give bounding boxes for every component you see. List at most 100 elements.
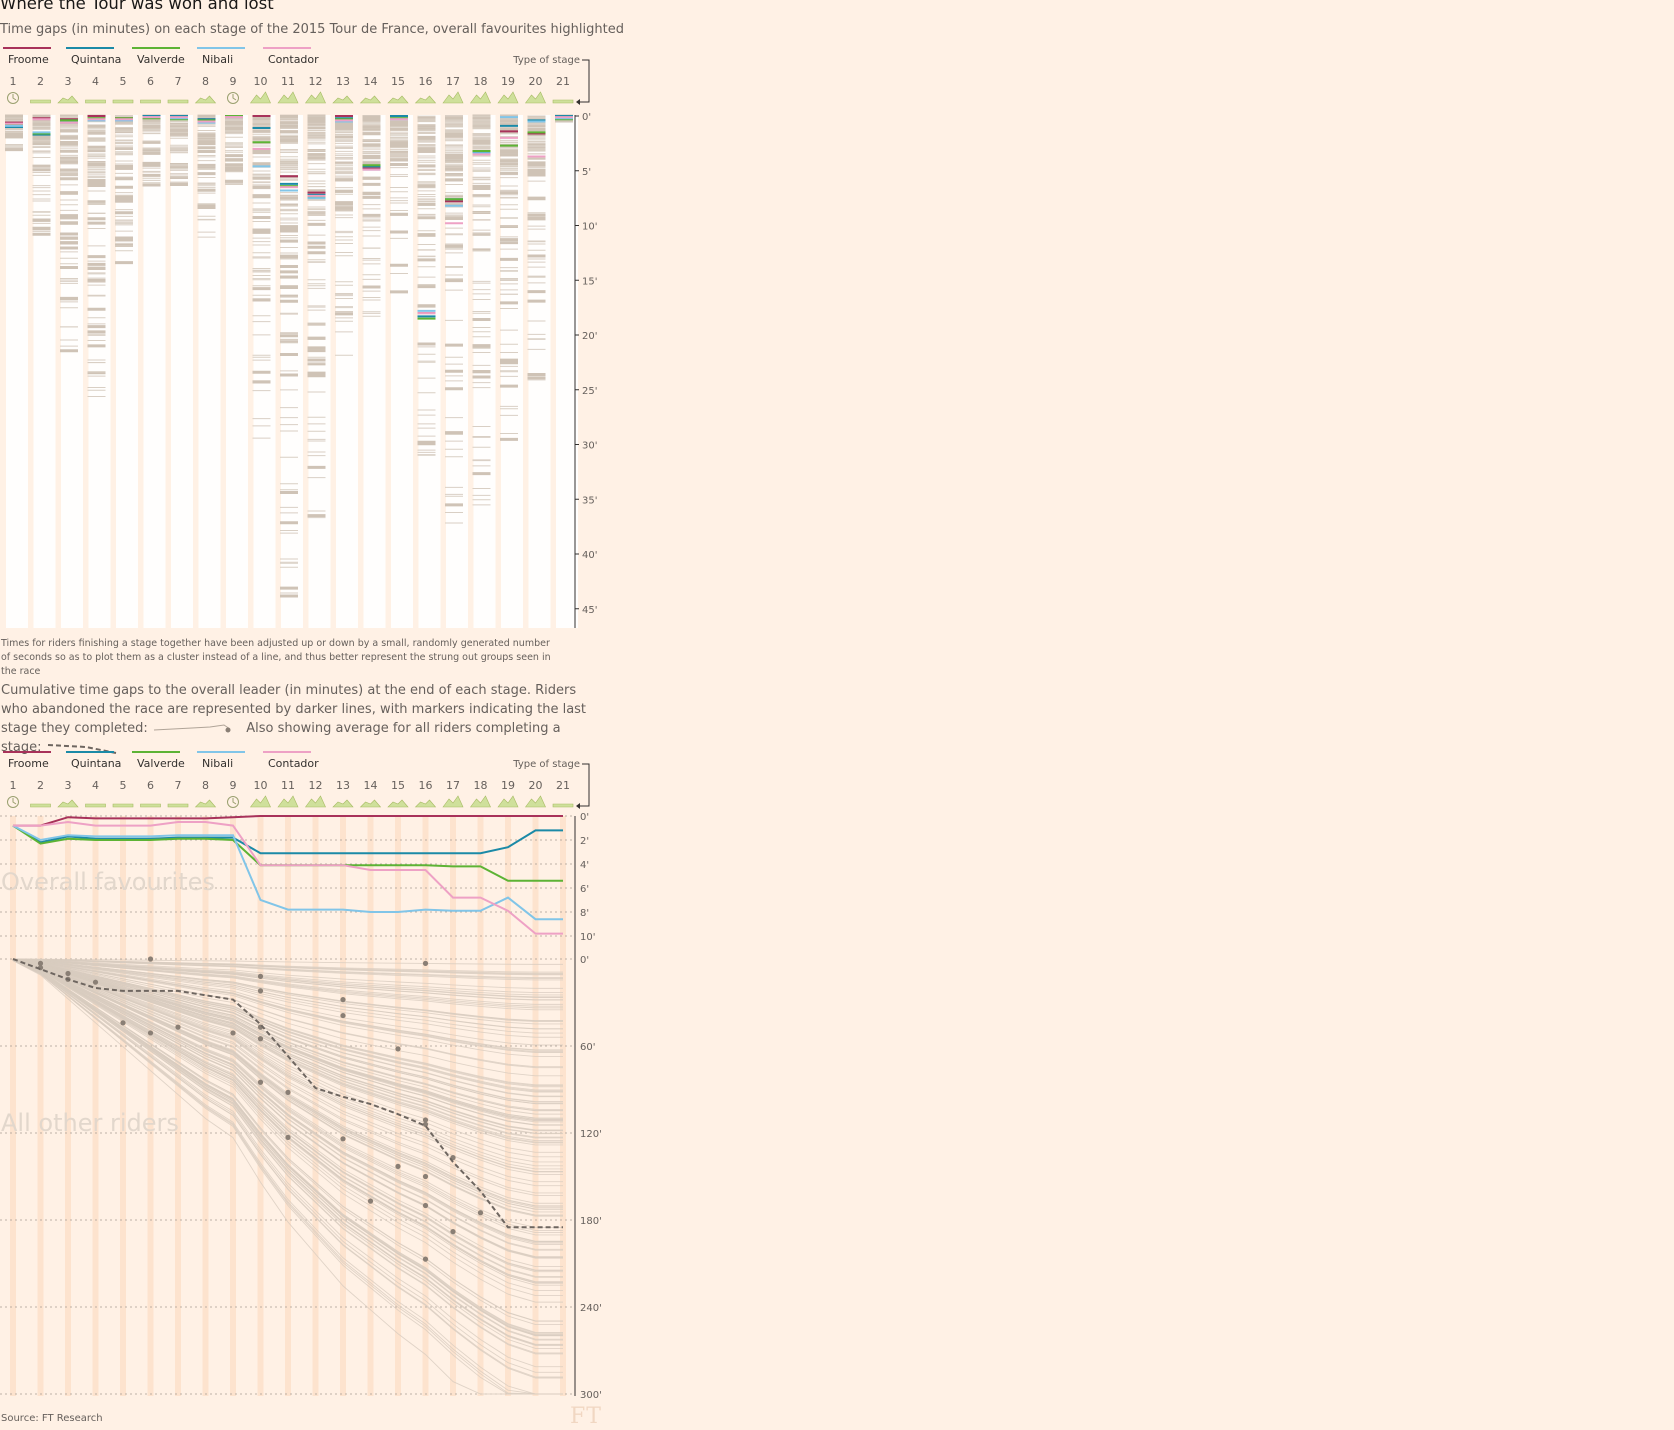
- rider-line: [12, 959, 563, 1146]
- rider-line: [12, 959, 563, 1126]
- abandon-marker: [340, 997, 346, 1003]
- abandon-marker: [395, 1163, 401, 1169]
- rider-line: [12, 959, 563, 1228]
- y-tick-label: 25': [582, 386, 597, 397]
- rider-line: [12, 958, 563, 1038]
- stage-number: 9: [230, 75, 237, 88]
- y-tick-label: 4': [580, 860, 589, 871]
- mountain-stage-icon: [524, 91, 546, 104]
- abandon-marker: [450, 1229, 456, 1235]
- mountain-stage-icon: [277, 795, 299, 808]
- rider-line: [12, 959, 563, 1272]
- mountain-stage-icon: [469, 91, 491, 104]
- stage-number: 11: [281, 779, 295, 792]
- abandon-marker: [257, 1079, 264, 1085]
- abandoned-rider-swatch: [153, 723, 231, 732]
- abandon-marker: [257, 1036, 264, 1042]
- average-line: [12, 958, 563, 1229]
- hilly-stage-icon: [359, 799, 382, 808]
- stopwatch-icon: [227, 92, 239, 104]
- stage-column: [120, 816, 126, 1396]
- abandon-marker: [230, 1030, 236, 1036]
- rider-line: [12, 959, 563, 1292]
- abandon-marker: [422, 1202, 429, 1209]
- rider-line: [12, 959, 563, 1183]
- stopwatch-icon: [7, 92, 19, 104]
- abandon-marker: [65, 970, 71, 977]
- stopwatch-icon: [7, 796, 19, 808]
- y-tick-label: 30': [582, 441, 597, 452]
- rider-line: [12, 959, 563, 1336]
- rider-line: [12, 959, 563, 1354]
- legend-label-nibali: Nibali: [202, 757, 233, 770]
- abandon-marker: [422, 1121, 429, 1127]
- stage-number: 15: [391, 779, 405, 792]
- rider-line: [12, 958, 563, 1025]
- rider-line: [12, 960, 563, 1395]
- stopwatch-hand-icon: [12, 798, 17, 805]
- rider-line: [12, 959, 563, 1097]
- line-contador: [13, 820, 563, 935]
- rider-line: [12, 958, 563, 1046]
- line-nibali: [12, 824, 563, 921]
- flat-stage-icon: [85, 99, 106, 104]
- rider-line: [12, 958, 563, 979]
- rider-line: [12, 960, 563, 1395]
- y-tick-label: 5': [582, 167, 591, 178]
- y-tick-label: 45': [582, 605, 597, 616]
- stage-number: 3: [65, 75, 72, 88]
- rider-line: [12, 959, 563, 1259]
- abandon-marker: [422, 1173, 429, 1180]
- stage-column: [391, 115, 413, 628]
- flat-stage-icon: [30, 99, 51, 104]
- y-tick-label: 10': [580, 932, 595, 943]
- abandon-marker: [285, 1089, 291, 1095]
- mountain-stage-icon: [304, 795, 326, 808]
- stage-column: [198, 115, 221, 628]
- y-tick-label: 120': [580, 1129, 602, 1140]
- y-tick-label: 8': [580, 908, 589, 919]
- rider-line: [12, 959, 563, 1196]
- legend-label-froome: Froome: [8, 757, 49, 770]
- hilly-stage-icon: [194, 95, 217, 104]
- abandon-marker: [340, 1136, 346, 1142]
- stage-column: [33, 115, 56, 628]
- mountain-stage-icon: [249, 91, 271, 104]
- abandon-marker: [257, 973, 264, 979]
- rider-line: [12, 959, 563, 1103]
- stage-number: 4: [92, 779, 99, 792]
- hilly-stage-icon: [387, 95, 409, 104]
- y-tick-label: 0': [580, 955, 589, 966]
- stage-number: 17: [446, 779, 460, 792]
- rider-line: [12, 959, 563, 1378]
- abandon-marker: [477, 1210, 484, 1216]
- y-tick-label: 40': [582, 550, 597, 561]
- abandon-marker: [422, 960, 429, 966]
- stage-number: 18: [474, 779, 488, 792]
- stage-number: 14: [364, 75, 378, 88]
- stage-number: 5: [120, 779, 127, 792]
- mountain-stage-icon: [442, 91, 464, 104]
- stage-type-bracket: [580, 59, 590, 103]
- mountain-stage-icon: [442, 795, 464, 808]
- abandon-marker: [147, 956, 154, 962]
- stage-column: [418, 115, 441, 628]
- stage-column: [147, 816, 154, 1396]
- rider-line: [12, 959, 563, 1373]
- rider-line: [12, 959, 563, 1296]
- mountain-stage-icon: [249, 795, 271, 808]
- abandon-marker: [257, 988, 264, 994]
- legend-label-nibali: Nibali: [202, 53, 233, 66]
- mountain-stage-icon: [524, 795, 546, 808]
- chart2-description: Cumulative time gaps to the overall lead…: [1, 681, 591, 757]
- hilly-stage-icon: [414, 95, 437, 104]
- rider-line: [12, 960, 563, 1395]
- stage-column: [532, 816, 539, 1396]
- y-tick-label: 20': [582, 331, 597, 342]
- rider-line: [12, 959, 563, 1187]
- y-tick-label: 0': [580, 812, 589, 823]
- rider-line: [12, 958, 563, 1088]
- stopwatch-hand-icon: [232, 798, 237, 805]
- rider-line: [12, 959, 563, 1112]
- y-tick-label: 60': [580, 1042, 595, 1053]
